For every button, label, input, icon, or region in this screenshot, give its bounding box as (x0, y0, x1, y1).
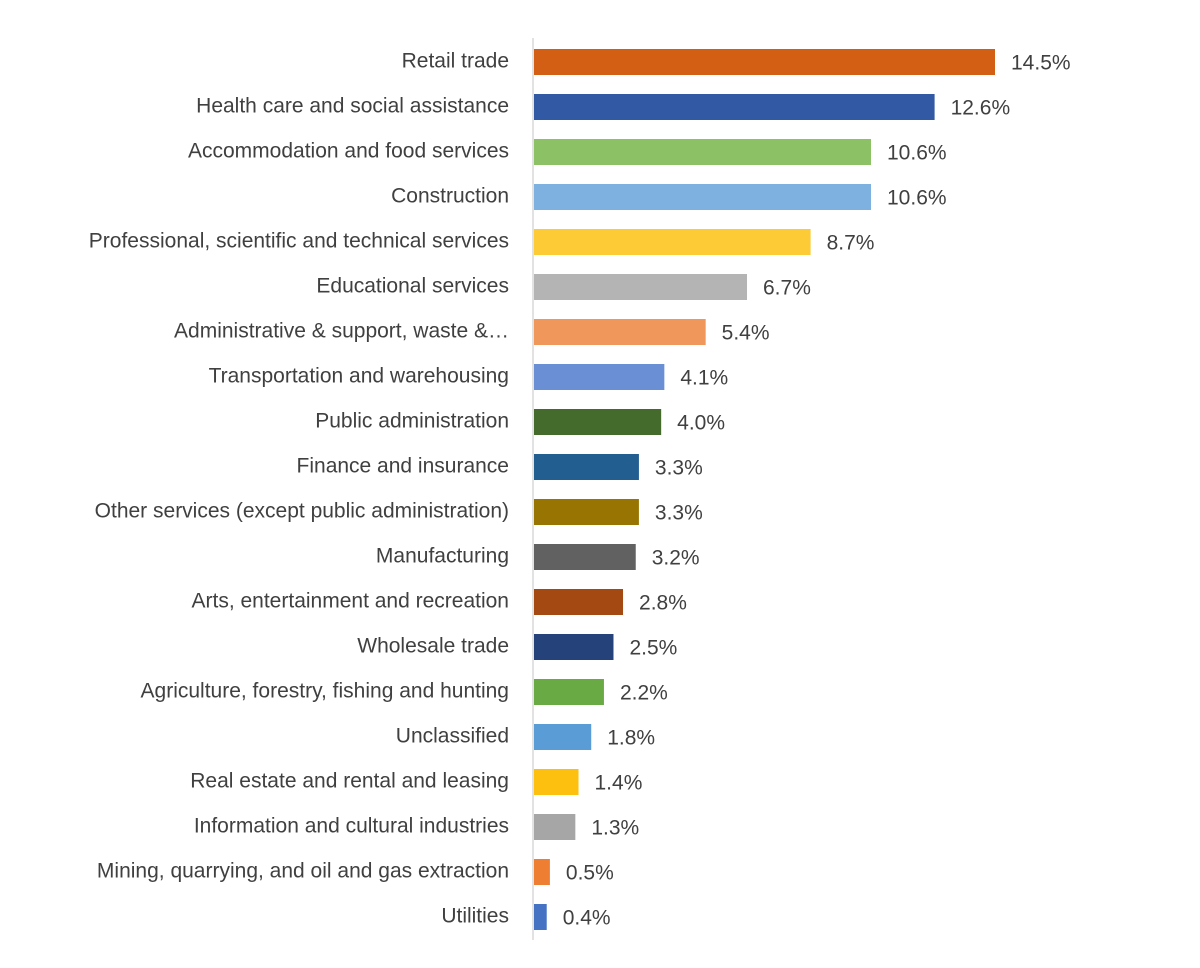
value-label: 10.6% (887, 142, 947, 165)
category-label: Administrative & support, waste &… (174, 320, 509, 343)
value-label: 1.3% (591, 817, 639, 840)
category-label: Other services (except public administra… (95, 500, 509, 523)
category-label: Wholesale trade (357, 635, 509, 658)
value-label: 2.5% (629, 637, 677, 660)
value-label: 12.6% (951, 97, 1011, 120)
bar (534, 724, 592, 750)
value-label: 0.4% (563, 907, 611, 930)
category-label: Real estate and rental and leasing (190, 770, 509, 793)
bar (534, 904, 547, 930)
category-labels-group: Retail trade Health care and social assis… (89, 50, 509, 928)
value-label: 2.8% (639, 592, 687, 615)
bar (534, 184, 872, 210)
bar (534, 319, 706, 345)
bar (534, 274, 748, 300)
category-label: Accommodation and food services (188, 140, 509, 163)
bar (534, 94, 935, 120)
category-label: Arts, entertainment and recreation (191, 590, 509, 613)
value-label: 0.5% (566, 862, 614, 885)
bar (534, 859, 550, 885)
value-label: 4.0% (677, 412, 725, 435)
bar (534, 679, 604, 705)
bar (534, 499, 639, 525)
value-label: 4.1% (680, 367, 728, 390)
category-label: Agriculture, forestry, fishing and hunti… (141, 680, 509, 703)
bar (534, 49, 995, 75)
value-label: 14.5% (1011, 52, 1071, 75)
bar (534, 409, 662, 435)
value-label: 8.7% (827, 232, 875, 255)
category-label: Public administration (315, 410, 509, 433)
value-label: 6.7% (763, 277, 811, 300)
bar (534, 769, 579, 795)
value-label: 1.4% (595, 772, 643, 795)
category-label: Finance and insurance (297, 455, 509, 478)
value-label: 2.2% (620, 682, 668, 705)
category-label: Professional, scientific and technical s… (89, 230, 509, 253)
category-label: Retail trade (402, 50, 509, 73)
value-label: 3.3% (655, 457, 703, 480)
bar (534, 229, 811, 255)
category-label: Information and cultural industries (194, 815, 509, 838)
value-label: 3.2% (652, 547, 700, 570)
category-label: Utilities (441, 905, 509, 928)
value-label: 3.3% (655, 502, 703, 525)
bar (534, 589, 624, 615)
category-label: Construction (391, 185, 509, 208)
category-label: Educational services (316, 275, 509, 298)
bar (534, 544, 636, 570)
category-label: Health care and social assistance (196, 95, 509, 118)
bar (534, 364, 665, 390)
bar (534, 814, 576, 840)
category-label: Unclassified (396, 725, 509, 748)
bars-group (534, 49, 995, 930)
category-label: Mining, quarrying, and oil and gas extra… (97, 860, 509, 883)
value-label: 1.8% (607, 727, 655, 750)
bar (534, 454, 639, 480)
category-label: Transportation and warehousing (209, 365, 509, 388)
value-label: 5.4% (722, 322, 770, 345)
bar (534, 139, 872, 165)
value-labels-group: 14.5%12.6%10.6%10.6%8.7%6.7%5.4%4.1%4.0%… (563, 52, 1071, 930)
value-label: 10.6% (887, 187, 947, 210)
category-label: Manufacturing (376, 545, 509, 568)
bar (534, 634, 614, 660)
